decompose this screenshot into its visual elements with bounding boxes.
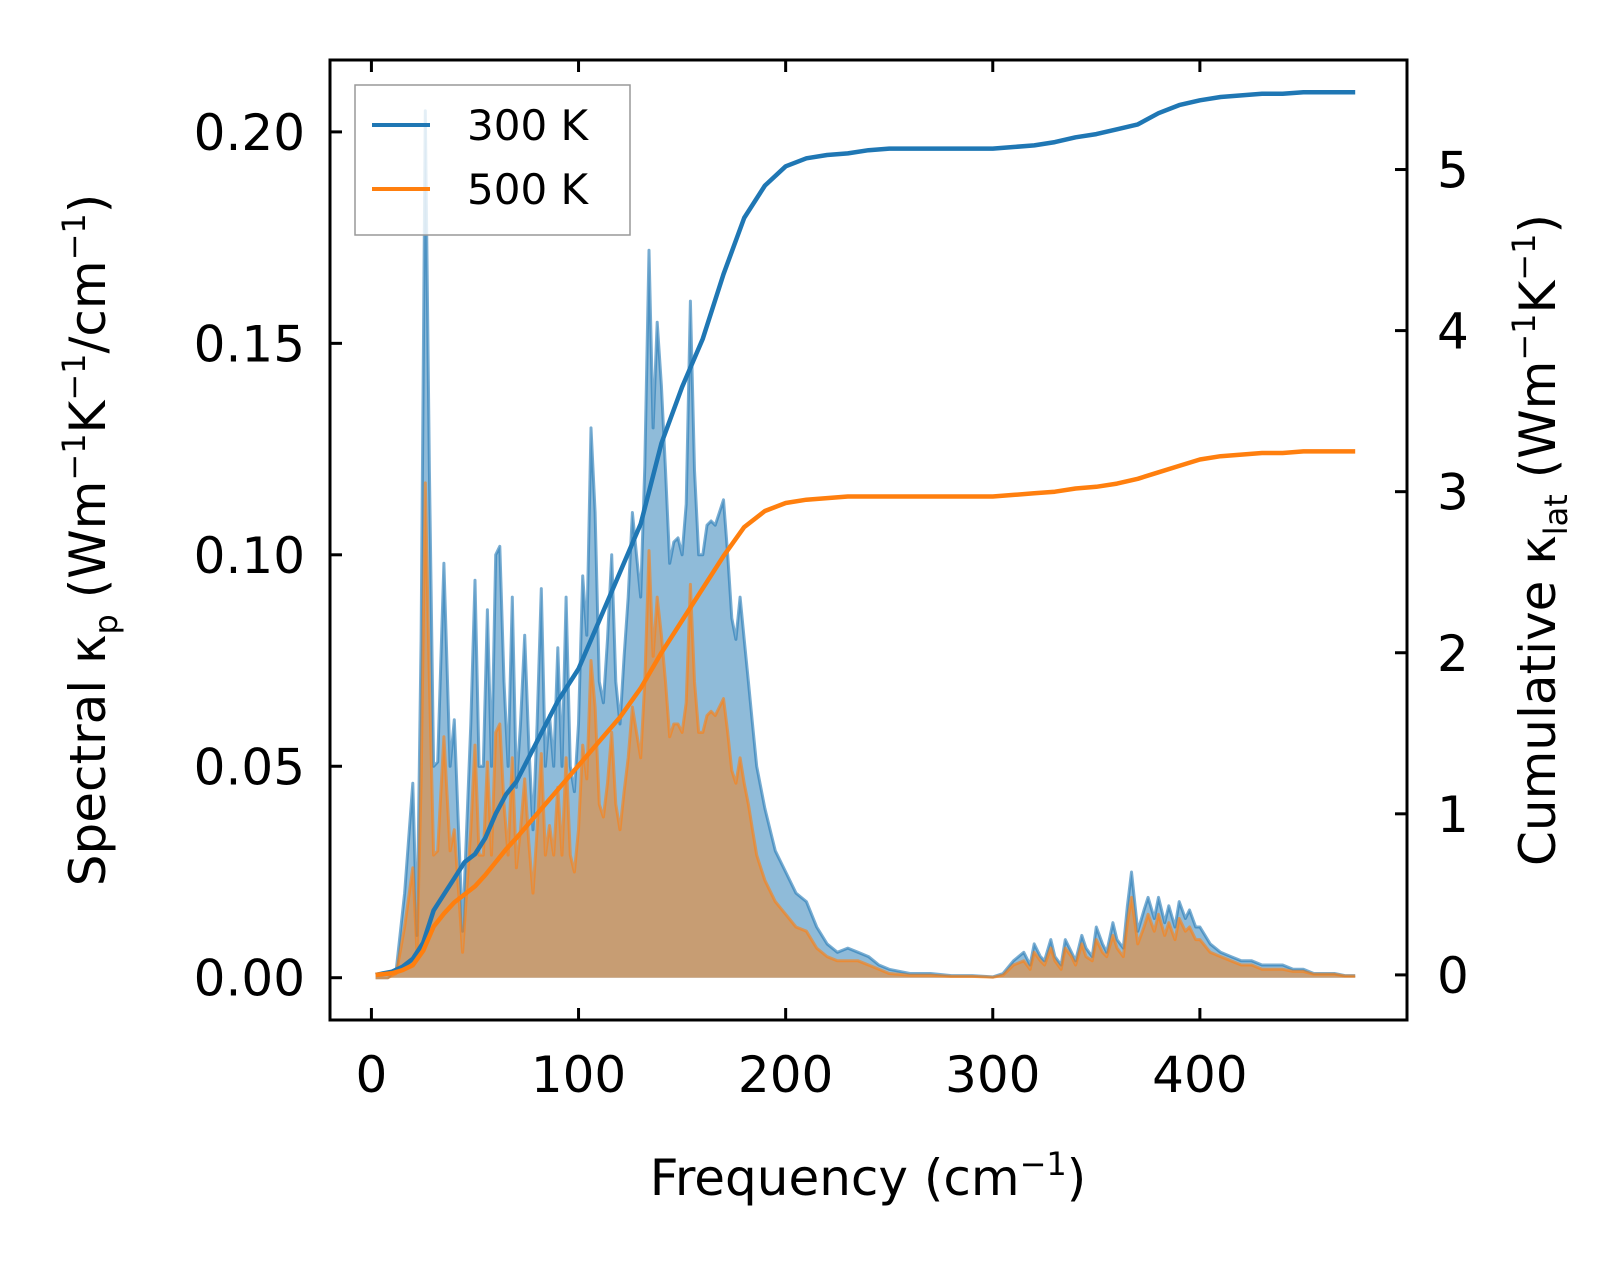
x-tick-label: 300 [945,1046,1040,1104]
left-y-tick-label: 0.20 [194,104,305,162]
x-tick-label: 400 [1152,1046,1247,1104]
x-tick-label: 200 [738,1046,833,1104]
spectral-line-500k [375,481,1356,980]
right-y-tick-label: 3 [1437,464,1469,522]
legend: 300 K 500 K [354,84,631,236]
plot-area [375,89,1356,980]
right-y-tick-label: 5 [1437,142,1469,200]
right-y-axis-label: Cumulative κlat (Wm−1K−1) [1505,214,1575,866]
legend-label-300k: 300 K [467,101,590,150]
right-y-tick-label: 4 [1437,303,1469,361]
axes-frame [328,58,1409,1022]
x-tick-label: 100 [531,1046,626,1104]
spectral-area-300k [375,110,1356,978]
right-y-tick-label: 1 [1437,786,1469,844]
left-y-axis-label: Spectral κp (Wm−1K−1/cm−1) [55,194,125,887]
left-y-tick-label: 0.05 [194,738,305,796]
x-axis-ticks: 0 100 200 300 400 [356,60,1248,1104]
left-y-tick-label: 0.10 [194,527,305,585]
right-y-axis-ticks: 0 1 2 3 4 5 [1395,142,1469,1005]
legend-label-500k: 500 K [467,165,590,214]
x-axis-label: Frequency (cm−1) [650,1145,1087,1207]
x-tick-label: 0 [356,1046,388,1104]
legend-box [354,84,631,236]
cumulative-line-300k [375,89,1356,978]
spectral-line-300k [375,109,1356,980]
spectral-area-500k [375,482,1356,978]
cumulative-line-500k [375,449,1356,978]
left-y-tick-label: 0.00 [194,950,305,1008]
left-y-tick-label: 0.15 [194,315,305,373]
right-y-tick-label: 2 [1437,625,1469,683]
left-y-axis-ticks: 0.00 0.05 0.10 0.15 0.20 [194,104,342,1008]
right-y-tick-label: 0 [1437,947,1469,1005]
